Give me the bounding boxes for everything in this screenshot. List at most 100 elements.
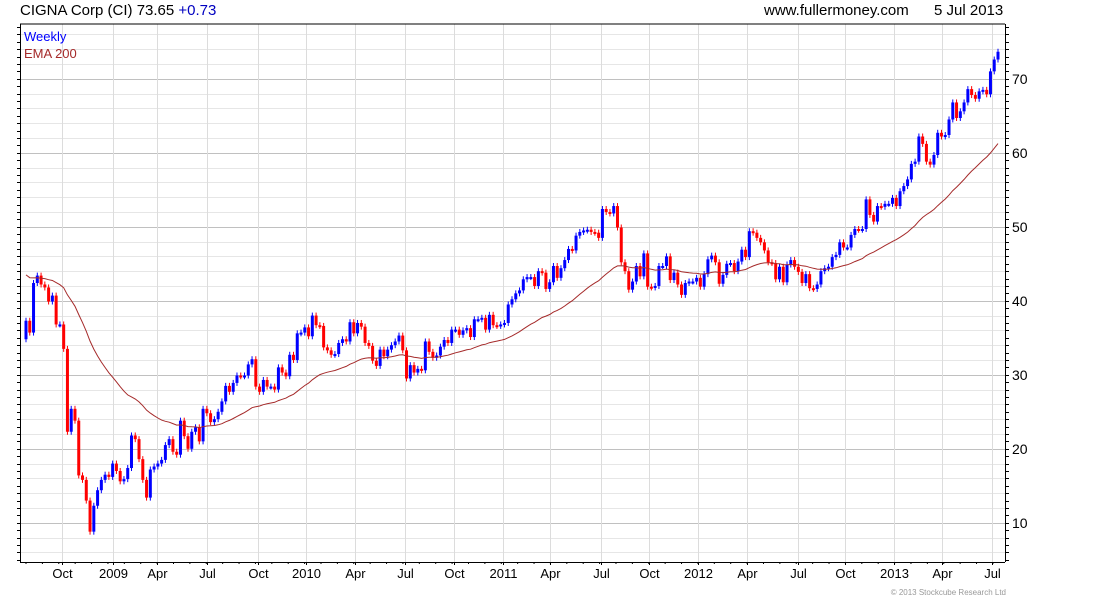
candle-down: [879, 203, 883, 210]
candle-down: [239, 372, 243, 380]
candle-body: [747, 231, 751, 258]
candle-down: [717, 259, 721, 287]
candle-up: [231, 379, 235, 395]
candle-body: [585, 229, 589, 232]
candle-up: [518, 287, 522, 297]
x-tick-label: 2011: [490, 566, 518, 581]
candle-body: [152, 466, 156, 470]
candle-body: [476, 319, 480, 322]
candle-up: [393, 338, 397, 349]
candle-up: [936, 129, 940, 158]
candle-body: [521, 279, 525, 291]
candle-up: [235, 372, 239, 386]
candle-body: [710, 255, 714, 260]
candle-body: [898, 191, 902, 207]
candle-up: [548, 279, 552, 292]
candle-down: [751, 228, 755, 236]
x-tick-label: Apr: [737, 566, 758, 581]
candle-body: [457, 329, 461, 335]
candle-body: [250, 359, 254, 365]
candle-body: [103, 474, 107, 480]
y-tick-label: 50: [1012, 219, 1028, 235]
candle-up: [111, 460, 115, 480]
candle-up: [853, 225, 857, 238]
candle-body: [212, 419, 216, 423]
candle-up: [103, 471, 107, 483]
candle-body: [525, 277, 529, 280]
candle-body: [672, 272, 676, 281]
candle-down: [638, 262, 642, 280]
candle-body: [84, 479, 88, 501]
candle-up: [883, 200, 887, 210]
candle-body: [868, 199, 872, 215]
candle-body: [668, 256, 672, 281]
candle-down: [894, 194, 898, 210]
candle-up: [480, 314, 484, 323]
candle-body: [819, 271, 823, 285]
legend-ema: EMA 200: [24, 46, 77, 61]
candle-body: [39, 275, 43, 285]
candle-down: [280, 364, 284, 376]
candle-down: [755, 229, 759, 241]
candle-body: [518, 290, 522, 294]
candle-body: [612, 206, 616, 214]
candle-up: [559, 265, 563, 281]
candle-up: [804, 271, 808, 287]
candle-body: [24, 320, 28, 340]
candle-body: [664, 256, 668, 266]
candle-up: [917, 133, 921, 165]
candle-body: [902, 186, 906, 192]
candle-down: [781, 263, 785, 286]
candle-body: [156, 463, 160, 467]
candle-body: [604, 209, 608, 212]
candle-up: [276, 364, 280, 393]
candle-up: [981, 86, 985, 95]
candle-body: [469, 328, 473, 338]
candle-body: [506, 304, 510, 323]
price-change: +0.73: [178, 2, 216, 19]
candle-body: [416, 368, 420, 373]
candle-up: [815, 281, 819, 292]
candle-down: [646, 250, 650, 290]
candle-up: [69, 405, 73, 435]
candle-up: [574, 232, 578, 254]
candle-down: [118, 467, 122, 485]
candle-body: [224, 385, 228, 402]
candle-body: [740, 249, 744, 262]
candle-body: [759, 237, 763, 243]
candle-body: [781, 266, 785, 283]
candle-up: [35, 272, 39, 287]
candle-up: [529, 274, 533, 281]
candle-up: [536, 268, 540, 289]
candle-body: [397, 335, 401, 342]
candle-body: [680, 284, 684, 295]
x-tick-label: Jul: [984, 566, 1001, 581]
grid: [20, 24, 1005, 562]
candle-body: [371, 345, 375, 361]
candle-body: [676, 272, 680, 285]
candle-body: [393, 341, 397, 346]
candle-down: [114, 460, 118, 474]
candle-body: [646, 253, 650, 287]
candle-down: [43, 281, 47, 291]
candle-body: [691, 281, 695, 284]
candle-up: [250, 356, 254, 368]
candle-body: [107, 474, 111, 477]
candle-up: [167, 436, 171, 449]
x-tick-label: Apr: [932, 566, 953, 581]
candle-up: [898, 188, 902, 210]
candle-body: [687, 281, 691, 284]
candle-body: [295, 333, 299, 360]
candle-body: [988, 71, 992, 95]
y-tick-label: 60: [1012, 145, 1028, 161]
candle-down: [555, 262, 559, 281]
candle-up: [906, 176, 910, 190]
candle-down: [597, 229, 601, 241]
candle-up: [887, 200, 891, 207]
chart-date: 5 Jul 2013: [934, 2, 1003, 19]
candle-down: [47, 284, 51, 305]
candle-down: [133, 432, 137, 443]
candle-body: [231, 382, 235, 392]
candle-up: [683, 280, 687, 298]
candle-up: [156, 460, 160, 470]
